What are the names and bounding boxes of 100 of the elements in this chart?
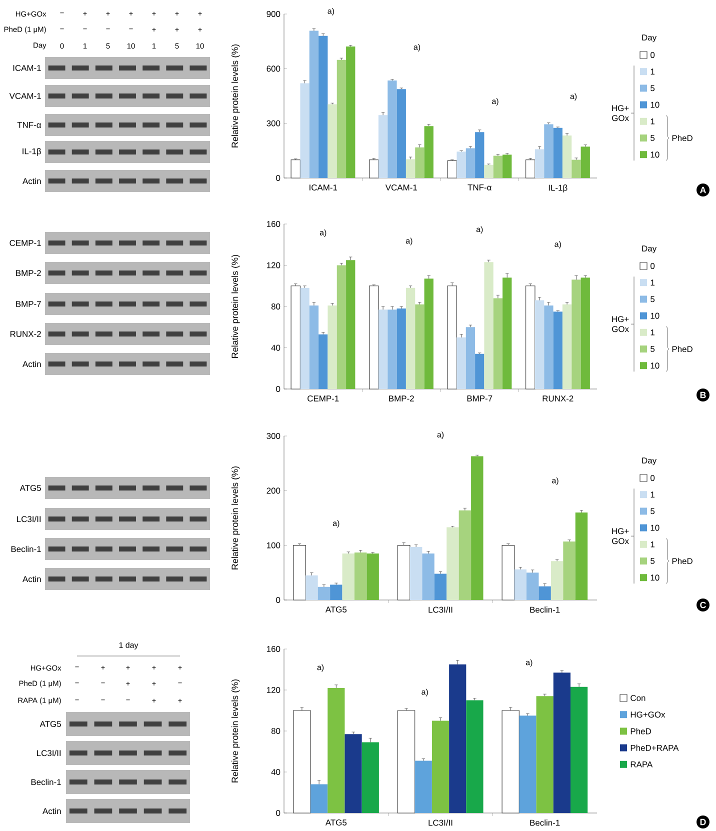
text: Actin <box>22 178 41 184</box>
bar <box>424 278 434 389</box>
legend-label: 0 <box>650 263 655 269</box>
x-tick-label: ICAM-1 <box>310 184 338 191</box>
bar <box>562 304 572 389</box>
text: Beclin-1 <box>11 546 41 552</box>
text: VCAM-1 <box>9 93 41 99</box>
bar <box>466 148 476 178</box>
bar <box>406 159 416 178</box>
bar <box>550 561 564 600</box>
x-tick-label: CEMP-1 <box>308 396 339 402</box>
y-tick-label: 120 <box>266 687 280 693</box>
legend-title: Day <box>642 458 657 466</box>
bar <box>415 147 424 178</box>
bar <box>519 716 536 813</box>
text: ATG5 <box>20 485 41 491</box>
legend-label: 1 <box>650 68 655 75</box>
legend-label: 1 <box>650 492 655 498</box>
y-tick-label: 120 <box>266 262 280 268</box>
y-tick-label: 0 <box>276 597 280 603</box>
bar <box>414 760 432 813</box>
text: IL-1β <box>22 148 41 156</box>
legend-label: RAPA <box>630 761 653 768</box>
bar <box>328 104 337 178</box>
legend-label: 10 <box>650 524 660 531</box>
bar <box>396 308 406 389</box>
bar <box>536 696 554 813</box>
y-tick-label: 300 <box>266 433 280 439</box>
bar <box>396 89 406 178</box>
bar <box>328 305 337 389</box>
y-axis-title: Relative protein levels (%) <box>231 44 240 148</box>
x-tick-label: LC3I/II <box>428 606 452 613</box>
x-tick-label: Beclin-1 <box>530 820 560 826</box>
text: B <box>700 392 706 398</box>
legend-label: 1 <box>650 118 655 124</box>
x-tick-label: Beclin-1 <box>530 606 560 613</box>
bar <box>553 312 562 389</box>
y-axis-title: Relative protein levels (%) <box>231 466 240 570</box>
x-tick-label: ATG5 <box>325 820 347 826</box>
text: PheD <box>672 134 692 142</box>
bar <box>572 160 581 178</box>
text: C <box>700 602 706 608</box>
bar <box>562 136 572 178</box>
text: RUNX-2 <box>10 331 41 337</box>
legend-label: 0 <box>650 52 655 58</box>
y-tick-label: 900 <box>266 11 280 17</box>
bar <box>563 542 576 600</box>
bar <box>544 124 554 178</box>
bar <box>475 132 484 178</box>
bar <box>458 510 472 600</box>
y-tick-label: 40 <box>271 769 280 775</box>
text: TNF-α <box>17 122 42 128</box>
bar <box>346 260 356 389</box>
bar <box>580 146 590 178</box>
bar <box>456 337 466 389</box>
text: BMP-7 <box>16 301 41 307</box>
bar <box>309 305 319 389</box>
legend-label: PheD+RAPA <box>630 744 679 751</box>
legend-label: PheD <box>630 728 651 734</box>
legend-label: 10 <box>650 152 660 158</box>
y-tick-label: 80 <box>271 728 280 734</box>
bar <box>346 46 356 178</box>
bar <box>410 546 422 600</box>
bar <box>484 164 494 178</box>
bar <box>514 569 527 600</box>
y-tick-label: 300 <box>266 120 280 126</box>
x-tick-label: BMP-7 <box>467 396 492 402</box>
y-tick-label: 100 <box>266 542 280 548</box>
legend-label: 5 <box>650 85 655 92</box>
y-tick-label: 600 <box>266 66 280 72</box>
bar <box>484 262 494 389</box>
text: HG+ GOx <box>612 316 629 332</box>
y-tick-label: 80 <box>271 304 280 310</box>
text: CEMP-1 <box>10 240 41 246</box>
text: A <box>700 186 706 194</box>
legend-label: 5 <box>650 135 655 141</box>
bar <box>544 305 554 389</box>
y-tick-label: 160 <box>266 221 280 227</box>
y-tick-label: 0 <box>276 810 280 816</box>
bar <box>330 584 342 600</box>
text: HG+ GOx <box>612 105 629 122</box>
bar <box>336 265 346 389</box>
y-axis-title: Relative protein levels (%) <box>231 679 240 782</box>
bar <box>538 586 551 600</box>
bar <box>378 115 388 178</box>
x-tick-label: TNF-α <box>468 184 492 190</box>
legend-label: HG+GOx <box>630 712 666 718</box>
bar <box>449 664 466 813</box>
bar <box>580 278 590 389</box>
text: BMP-2 <box>16 270 41 276</box>
bar <box>553 672 571 813</box>
bar <box>502 278 512 389</box>
text: ATG5 <box>40 721 61 727</box>
text: PheD <box>672 346 692 352</box>
x-tick-label: BMP-2 <box>389 396 414 402</box>
bar <box>466 700 484 813</box>
x-tick-label: LC3I/II <box>428 820 452 826</box>
bar <box>366 554 379 600</box>
bar <box>475 354 484 389</box>
y-tick-label: 160 <box>266 646 280 652</box>
